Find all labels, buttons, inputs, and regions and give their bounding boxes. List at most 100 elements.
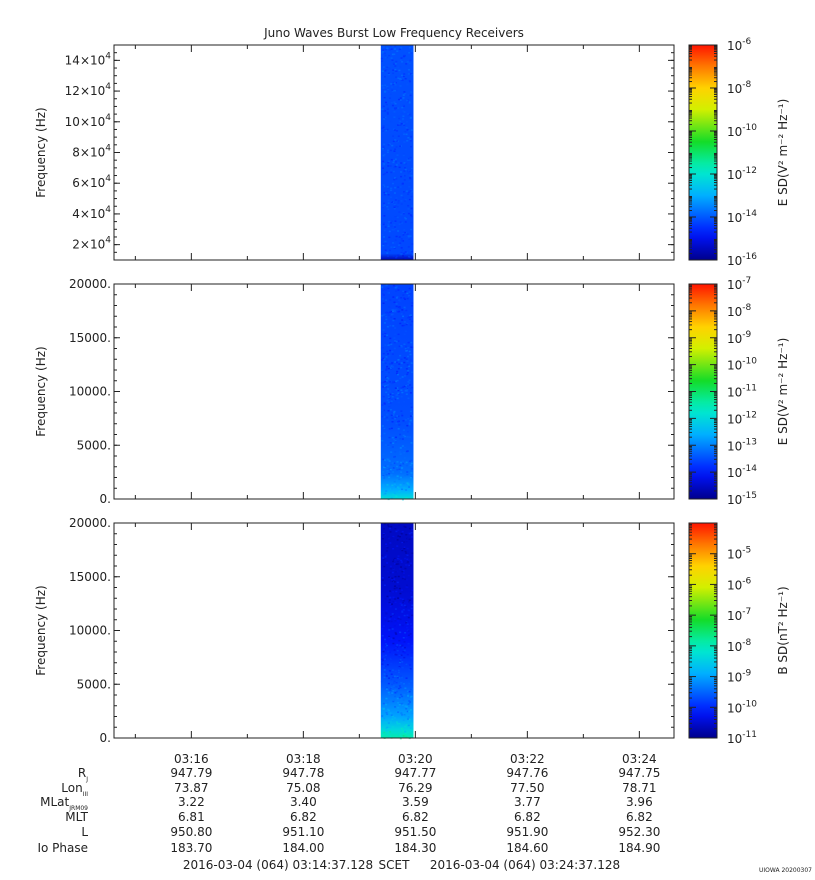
colorbar-tick-label: 10-8 bbox=[727, 303, 752, 319]
ephemeris-value: 6.82 bbox=[514, 810, 541, 824]
time-axis: 03:16 03:18 03:20 03:22 03:24 bbox=[174, 752, 657, 766]
ephemeris-label: L bbox=[81, 825, 88, 839]
panels: 2×104 4×104 6×104 8×104 10×104 12×104 14×104 Fr… bbox=[34, 37, 790, 746]
y-tick-label: 0. bbox=[100, 492, 111, 506]
ephemeris-value: 184.90 bbox=[618, 841, 660, 855]
colorbar-tick-label: 10-15 bbox=[727, 491, 757, 507]
y-axis-label: Frequency (Hz) bbox=[34, 585, 48, 676]
y-tick-label: 15000. bbox=[69, 331, 111, 345]
colorbar-tick-label: 10-7 bbox=[727, 276, 751, 292]
y-tick-label: 15000. bbox=[69, 570, 111, 584]
ephemeris-value: 3.77 bbox=[514, 795, 541, 809]
colorbar-tick-label: 10-6 bbox=[727, 576, 752, 592]
spectrogram-noise bbox=[380, 45, 414, 261]
ephemeris-value: 951.10 bbox=[282, 825, 324, 839]
ephemeris-value: 951.50 bbox=[394, 825, 436, 839]
colorbar-tick-label: 10-10 bbox=[727, 699, 757, 715]
colorbar-label: E SD(V² m⁻² Hz⁻¹) bbox=[776, 99, 790, 207]
colorbar-tick-label: 10-13 bbox=[727, 437, 757, 453]
ephemeris-value: 77.50 bbox=[510, 781, 544, 795]
x-tick-label: 03:18 bbox=[286, 752, 321, 766]
ephemeris-value: 947.75 bbox=[618, 766, 660, 780]
ephemeris-value: 3.96 bbox=[626, 795, 653, 809]
colorbar-tick-label: 10-6 bbox=[727, 37, 752, 53]
ephemeris-label-text: Lon bbox=[61, 781, 82, 795]
time-range-start: 2016-03-04 (064) 03:14:37.128 bbox=[183, 858, 373, 872]
y-tick-label: 2×104 bbox=[72, 236, 111, 252]
ephemeris-label-text: MLT bbox=[65, 810, 88, 824]
ephemeris-value: 6.81 bbox=[178, 810, 205, 824]
ephemeris-label-subscript: J bbox=[85, 776, 88, 783]
ephemeris-value: 947.79 bbox=[170, 766, 212, 780]
colorbar-tick-label: 10-9 bbox=[727, 669, 752, 685]
colorbar-tick-label: 10-16 bbox=[727, 252, 757, 268]
ephemeris-value: 3.40 bbox=[290, 795, 317, 809]
y-tick-label: 10×104 bbox=[65, 113, 112, 129]
x-tick-label: 03:16 bbox=[174, 752, 209, 766]
x-tick-label: 03:20 bbox=[398, 752, 433, 766]
ephemeris-label: MLT bbox=[65, 810, 88, 824]
ephemeris-value: 952.30 bbox=[618, 825, 660, 839]
colorbar-tick-label: 10-12 bbox=[727, 410, 757, 426]
y-tick-label: 14×104 bbox=[65, 51, 112, 67]
y-tick-label: 5000. bbox=[77, 677, 111, 691]
ephemeris-value: 183.70 bbox=[170, 841, 212, 855]
ephemeris-value: 73.87 bbox=[174, 781, 208, 795]
y-tick-label: 0. bbox=[100, 731, 111, 745]
ephemeris-value: 6.82 bbox=[626, 810, 653, 824]
ephemeris-label-subscript: JRM09 bbox=[68, 805, 88, 812]
colorbar-tick-label: 10-8 bbox=[727, 80, 752, 96]
panel-2: 0. 5000. 10000. 15000. 20000. Frequency (Hz) 1… bbox=[34, 276, 790, 507]
ephemeris-label-text: MLat bbox=[40, 795, 69, 809]
colorbar-tick-label: 10-9 bbox=[727, 330, 752, 346]
ephemeris-label: MLatJRM09 bbox=[40, 795, 88, 812]
ephemeris-label-text: R bbox=[78, 766, 86, 780]
ephemeris-label: Io Phase bbox=[37, 841, 88, 855]
ephemeris-value: 6.82 bbox=[290, 810, 317, 824]
ephemeris-value: 947.77 bbox=[394, 766, 436, 780]
ephemeris-table: RJ 947.79 947.78 947.77 947.76 947.75 LonIII 73… bbox=[37, 766, 660, 855]
spectrogram-noise bbox=[380, 523, 414, 740]
colorbar-label: E SD(V² m⁻² Hz⁻¹) bbox=[776, 338, 790, 446]
y-tick-label: 10000. bbox=[69, 385, 111, 399]
colorbar-tick-label: 10-12 bbox=[727, 166, 757, 182]
ephemeris-value: 951.90 bbox=[506, 825, 548, 839]
ephemeris-value: 3.22 bbox=[178, 795, 205, 809]
ephemeris-value: 76.29 bbox=[398, 781, 432, 795]
y-axis-label: Frequency (Hz) bbox=[34, 107, 48, 198]
colorbar-tick-label: 10-14 bbox=[727, 464, 757, 480]
colorbar-tick-label: 10-11 bbox=[727, 384, 757, 400]
spectrogram-noise bbox=[380, 284, 414, 501]
y-tick-label: 20000. bbox=[69, 516, 111, 530]
panel-3: 0. 5000. 10000. 15000. 20000. Frequency (Hz) 1… bbox=[34, 516, 790, 746]
ephemeris-value: 78.71 bbox=[622, 781, 656, 795]
colorbar-tick-label: 10-7 bbox=[727, 607, 751, 623]
ephemeris-value: 947.76 bbox=[506, 766, 548, 780]
footer-tag: UIOWA 20200307 bbox=[759, 867, 812, 874]
ephemeris-value: 75.08 bbox=[286, 781, 320, 795]
time-axis-label: SCET bbox=[379, 858, 411, 872]
ephemeris-label: LonIII bbox=[61, 781, 88, 798]
ephemeris-label: RJ bbox=[78, 766, 88, 783]
ephemeris-value: 6.82 bbox=[402, 810, 429, 824]
ephemeris-label-subscript: III bbox=[83, 791, 89, 798]
colorbar-tick-label: 10-10 bbox=[727, 123, 757, 139]
ephemeris-value: 947.78 bbox=[282, 766, 324, 780]
ephemeris-value: 184.30 bbox=[394, 841, 436, 855]
colorbar-tick-label: 10-11 bbox=[727, 730, 757, 746]
y-axis-label: Frequency (Hz) bbox=[34, 346, 48, 437]
panel-1: 2×104 4×104 6×104 8×104 10×104 12×104 14×104 Fr… bbox=[34, 37, 790, 268]
y-tick-label: 8×104 bbox=[72, 144, 111, 160]
ephemeris-label-text: L bbox=[81, 825, 88, 839]
colorbar bbox=[688, 522, 718, 739]
chart-title: Juno Waves Burst Low Frequency Receivers bbox=[263, 26, 524, 40]
ephemeris-value: 184.00 bbox=[282, 841, 324, 855]
ephemeris-value: 950.80 bbox=[170, 825, 212, 839]
colorbar bbox=[688, 44, 718, 261]
x-tick-label: 03:22 bbox=[510, 752, 545, 766]
colorbar-tick-label: 10-14 bbox=[727, 209, 757, 225]
x-tick-label: 03:24 bbox=[622, 752, 657, 766]
colorbar-tick-label: 10-8 bbox=[727, 638, 752, 654]
y-tick-label: 12×104 bbox=[65, 82, 112, 98]
